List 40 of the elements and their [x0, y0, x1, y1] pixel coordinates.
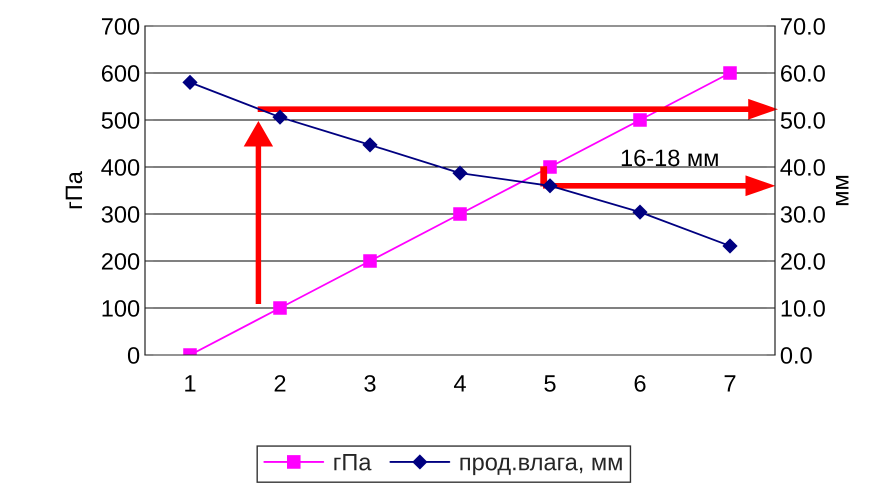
y2-tick-label: 30.0	[780, 206, 825, 223]
y2-tick-label: 10.0	[782, 300, 825, 317]
x-tick-label: 7	[724, 375, 736, 392]
y-tick-label: 400	[101, 159, 140, 176]
x-tick-label: 3	[364, 375, 376, 392]
y2-tick-label: 70.0	[781, 18, 825, 35]
point	[632, 204, 648, 220]
point	[363, 254, 377, 268]
point	[452, 166, 468, 181]
y-tick-label: 100	[102, 300, 140, 317]
y2-axis-title: мм	[836, 176, 848, 206]
y2-tick-label: 40.0	[780, 159, 825, 176]
y-tick-label: 300	[102, 206, 140, 223]
point	[633, 113, 647, 127]
annotation: 16-18 мм	[622, 150, 718, 166]
point	[453, 207, 467, 221]
point	[362, 138, 378, 152]
x-tick-label: 6	[634, 375, 646, 392]
point	[722, 238, 738, 254]
y-tick-label: 600	[102, 65, 140, 82]
legend-label: прод.влага, мм	[460, 458, 622, 476]
y2-tick-label: 0.0	[780, 347, 812, 364]
point	[272, 110, 288, 125]
y2-tick-label: 20.0	[781, 253, 825, 270]
x-tick-label: 4	[454, 375, 466, 392]
y-axis-title: гПа	[66, 171, 82, 208]
point	[182, 75, 198, 90]
x-tick-label: 5	[544, 375, 556, 392]
y2-tick-label: 60.0	[781, 65, 825, 82]
x-tick-label: 1	[185, 375, 196, 392]
y-tick-label: 700	[102, 18, 140, 35]
x-tick-label: 2	[274, 375, 286, 392]
legend-label: гПа	[334, 454, 372, 470]
y-tick-label: 200	[102, 253, 140, 270]
y2-tick-label: 50.0	[780, 112, 825, 129]
y-tick-label: 0	[128, 347, 140, 364]
point	[273, 301, 287, 315]
point	[542, 178, 558, 194]
y-tick-label: 500	[102, 112, 140, 129]
point	[723, 66, 737, 80]
